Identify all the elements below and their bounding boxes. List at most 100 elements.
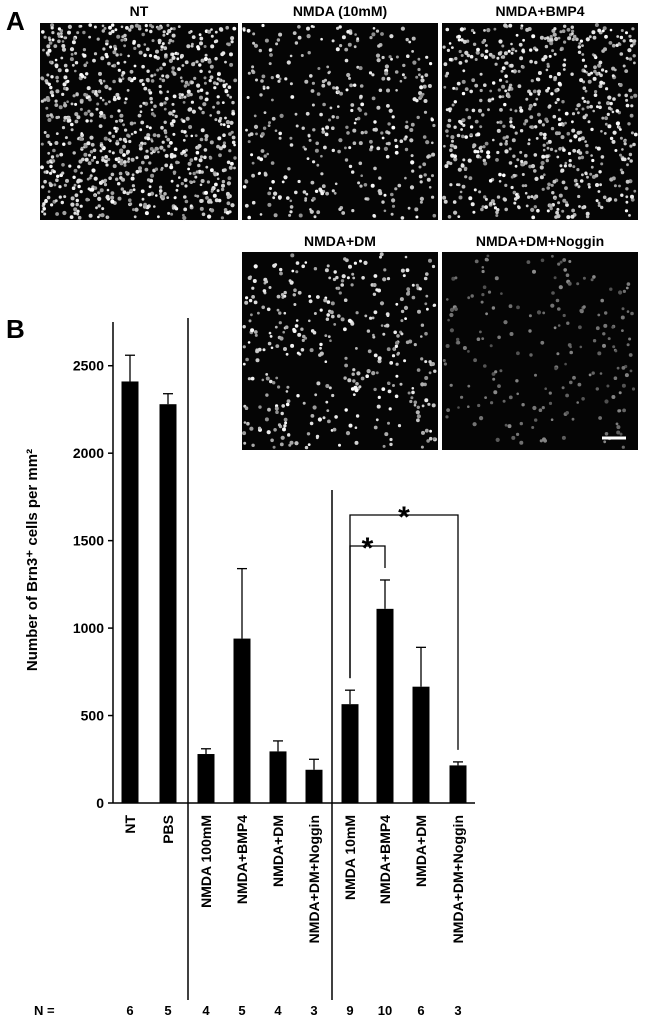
cell <box>621 157 625 162</box>
cell <box>545 154 549 159</box>
cell <box>551 191 555 195</box>
cell <box>559 260 563 264</box>
cell <box>183 207 188 212</box>
cell <box>112 79 116 84</box>
cell <box>191 42 194 46</box>
cell <box>507 49 511 53</box>
cell <box>372 27 376 30</box>
cell <box>247 71 251 75</box>
cell <box>564 161 568 165</box>
cell <box>245 296 249 300</box>
cell <box>292 327 296 332</box>
cell <box>558 285 563 290</box>
cell <box>604 311 608 315</box>
cell <box>180 79 184 83</box>
cell <box>524 191 528 195</box>
cell <box>391 125 396 130</box>
cell <box>599 73 603 78</box>
cell <box>457 34 461 39</box>
cell <box>327 335 331 338</box>
cell <box>320 154 323 158</box>
cell <box>548 54 552 58</box>
cell <box>467 158 472 163</box>
cell <box>226 181 231 186</box>
cell <box>192 171 196 176</box>
cell <box>385 312 390 316</box>
cell <box>331 148 335 153</box>
cell <box>591 30 596 35</box>
cell <box>629 369 633 373</box>
cell <box>208 198 212 203</box>
bar <box>159 404 177 803</box>
cell <box>138 143 143 148</box>
cell <box>446 48 450 53</box>
cell <box>359 184 363 188</box>
cell <box>384 71 389 76</box>
cell <box>148 161 152 165</box>
cell <box>101 156 105 159</box>
cell <box>480 300 484 304</box>
cell <box>194 134 198 138</box>
cell <box>371 32 376 37</box>
image-label: NMDA+BMP4 <box>495 3 584 19</box>
cell <box>507 424 512 429</box>
cell <box>578 42 582 45</box>
cell <box>297 290 302 295</box>
cell <box>475 50 480 55</box>
cell <box>532 269 536 274</box>
cell <box>611 176 616 181</box>
cell <box>517 84 522 89</box>
cell <box>403 305 409 310</box>
cell <box>172 154 177 158</box>
cell <box>85 61 89 64</box>
cell <box>549 35 553 39</box>
cell <box>203 148 208 152</box>
cell <box>319 112 323 117</box>
cell <box>460 395 464 399</box>
cell <box>145 149 149 153</box>
cell <box>333 323 337 326</box>
cell <box>152 133 157 138</box>
cell <box>210 208 215 213</box>
cell <box>195 60 199 64</box>
cell <box>369 36 373 40</box>
cell <box>628 152 633 157</box>
cell <box>467 115 472 120</box>
cell <box>462 39 467 44</box>
cell <box>350 103 355 107</box>
cell <box>284 421 288 425</box>
cell <box>166 90 170 93</box>
cell <box>573 134 578 139</box>
cell <box>615 109 620 113</box>
cell <box>326 264 330 268</box>
cell <box>416 368 421 372</box>
cell <box>257 426 262 430</box>
cell <box>183 130 187 134</box>
cell <box>393 330 398 335</box>
cell <box>181 64 185 67</box>
cell <box>606 101 610 106</box>
cell <box>111 23 115 27</box>
cell <box>200 179 205 183</box>
cell <box>419 85 424 90</box>
cell <box>620 170 625 175</box>
cell <box>216 177 220 181</box>
cell <box>104 52 108 57</box>
cell <box>386 88 390 93</box>
cell <box>558 147 562 151</box>
cell <box>278 77 282 81</box>
cell <box>521 184 525 188</box>
cell <box>309 208 312 211</box>
cell <box>544 44 549 49</box>
cell <box>528 314 532 318</box>
cell <box>604 122 608 126</box>
cell <box>332 427 337 432</box>
cell <box>47 118 52 122</box>
cell <box>306 26 310 31</box>
cell <box>588 35 592 39</box>
cell <box>547 139 552 144</box>
cell <box>170 179 174 183</box>
cell <box>290 343 295 348</box>
cell <box>446 298 449 301</box>
cell <box>185 116 190 121</box>
